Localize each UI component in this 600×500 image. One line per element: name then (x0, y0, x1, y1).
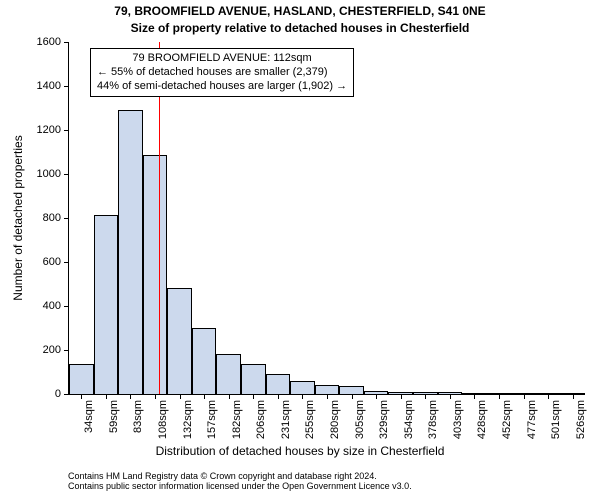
chart-title-line1: 79, BROOMFIELD AVENUE, HASLAND, CHESTERF… (0, 4, 600, 18)
x-tick-label: 206sqm (255, 400, 267, 439)
x-tick (155, 394, 156, 399)
y-tick-label: 0 (55, 388, 61, 400)
x-tick-label: 452sqm (501, 400, 513, 439)
y-tick-label: 1000 (37, 168, 61, 180)
histogram-bar (94, 215, 119, 394)
x-tick-label: 526sqm (575, 400, 587, 439)
y-tick (64, 86, 69, 87)
x-tick-label: 108sqm (157, 400, 169, 439)
x-tick (474, 394, 475, 399)
y-tick-label: 1200 (37, 124, 61, 136)
x-tick (106, 394, 107, 399)
x-tick (253, 394, 254, 399)
y-tick (64, 42, 69, 43)
x-tick-label: 305sqm (354, 400, 366, 439)
attribution-line1: Contains HM Land Registry data © Crown c… (68, 471, 412, 481)
chart-figure: 79, BROOMFIELD AVENUE, HASLAND, CHESTERF… (0, 0, 600, 500)
x-tick-label: 378sqm (427, 400, 439, 439)
x-tick-label: 501sqm (550, 400, 562, 439)
x-tick (229, 394, 230, 399)
histogram-bar (69, 364, 94, 394)
x-tick (204, 394, 205, 399)
x-tick (499, 394, 500, 399)
x-tick (450, 394, 451, 399)
attribution-line2: Contains public sector information licen… (68, 481, 412, 491)
x-tick (302, 394, 303, 399)
x-tick-label: 157sqm (206, 400, 218, 439)
x-tick (327, 394, 328, 399)
x-tick-label: 477sqm (526, 400, 538, 439)
x-tick (376, 394, 377, 399)
x-tick (401, 394, 402, 399)
chart-title-line2: Size of property relative to detached ho… (0, 21, 600, 35)
x-tick-label: 132sqm (182, 400, 194, 439)
annotation-line: 44% of semi-detached houses are larger (… (97, 80, 347, 94)
histogram-bar (339, 386, 364, 394)
x-tick-label: 231sqm (280, 400, 292, 439)
x-tick (425, 394, 426, 399)
x-tick-label: 354sqm (403, 400, 415, 439)
x-tick-label: 255sqm (304, 400, 316, 439)
histogram-bar (192, 328, 217, 394)
histogram-bar (143, 155, 168, 394)
y-tick-label: 1400 (37, 80, 61, 92)
histogram-bar (290, 381, 315, 394)
histogram-bar (216, 354, 241, 394)
x-tick-label: 280sqm (329, 400, 341, 439)
y-tick (64, 218, 69, 219)
histogram-bar (167, 288, 192, 394)
x-tick-label: 59sqm (108, 400, 120, 433)
y-tick (64, 350, 69, 351)
x-tick-label: 182sqm (231, 400, 243, 439)
y-tick (64, 130, 69, 131)
histogram-bar (118, 110, 143, 394)
x-tick (548, 394, 549, 399)
y-tick-label: 1600 (37, 36, 61, 48)
attribution-text: Contains HM Land Registry data © Crown c… (68, 471, 412, 492)
annotation-line: ← 55% of detached houses are smaller (2,… (97, 66, 347, 80)
x-tick-label: 403sqm (452, 400, 464, 439)
x-tick (180, 394, 181, 399)
x-tick-label: 34sqm (83, 400, 95, 433)
x-tick-label: 428sqm (476, 400, 488, 439)
annotation-box: 79 BROOMFIELD AVENUE: 112sqm← 55% of det… (90, 48, 354, 97)
y-tick-label: 200 (43, 344, 61, 356)
histogram-bar (266, 374, 291, 394)
y-tick-label: 400 (43, 300, 61, 312)
y-tick (64, 174, 69, 175)
x-tick (130, 394, 131, 399)
x-tick (278, 394, 279, 399)
x-tick-label: 329sqm (378, 400, 390, 439)
y-tick-label: 600 (43, 256, 61, 268)
x-tick-label: 83sqm (132, 400, 144, 433)
x-tick (573, 394, 574, 399)
annotation-line: 79 BROOMFIELD AVENUE: 112sqm (97, 52, 347, 66)
x-tick (524, 394, 525, 399)
histogram-bar (241, 364, 266, 394)
y-tick (64, 262, 69, 263)
x-axis-label: Distribution of detached houses by size … (0, 444, 600, 458)
y-axis-label: Number of detached properties (11, 135, 25, 300)
y-tick-label: 800 (43, 212, 61, 224)
y-tick (64, 306, 69, 307)
y-tick (64, 394, 69, 395)
x-tick (81, 394, 82, 399)
histogram-bar (315, 385, 340, 394)
x-tick (352, 394, 353, 399)
